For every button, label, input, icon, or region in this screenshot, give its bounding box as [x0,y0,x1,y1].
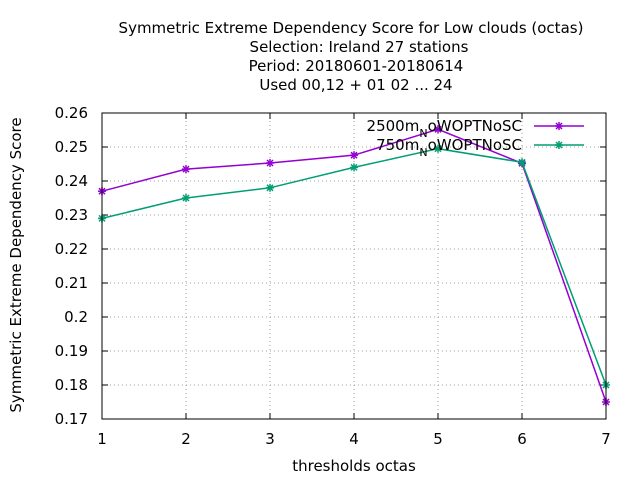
data-point [350,163,358,172]
title-line-4: Used 00,12 + 01 02 ... 24 [259,76,452,94]
legend-item-1: 2500mNoWOPTNoSC [367,117,584,140]
legend-marker [555,122,563,130]
axis-ticks: 1 2 3 4 5 6 7 0.17 0.18 0.19 0.2 0.21 0.22 0.23 0.24 0.… [55,104,611,448]
series-group [98,125,610,406]
x-tick-label: 7 [601,430,611,448]
series-2 [98,144,610,389]
x-tick-label: 4 [349,430,359,448]
y-tick-label: 0.2 [64,308,88,326]
y-tick-label: 0.22 [55,240,88,258]
y-tick-label: 0.23 [55,206,88,224]
y-axis-label: Symmetric Extreme Dependency Score [7,117,25,412]
title-line-3: Period: 20180601-20180614 [249,57,464,75]
title-line-1: Symmetric Extreme Dependency Score for L… [119,19,584,37]
legend-marker [555,141,563,149]
y-tick-label: 0.17 [55,410,88,428]
plot-frame [101,112,607,420]
data-point [434,144,442,153]
x-tick-label: 1 [97,430,107,448]
x-tick-label: 5 [433,430,443,448]
data-point [182,194,190,202]
chart-title: Symmetric Extreme Dependency Score for L… [119,19,584,94]
data-point [266,158,274,167]
data-point [350,151,358,160]
y-tick-label: 0.25 [55,138,88,156]
x-axis-label: thresholds octas [292,457,416,475]
data-point [182,165,190,174]
y-tick-label: 0.18 [55,376,88,394]
y-tick-label: 0.21 [55,274,88,292]
data-point [434,125,442,134]
data-point [266,183,274,192]
x-tick-label: 2 [181,430,191,448]
y-tick-label: 0.24 [55,172,88,190]
title-line-2: Selection: Ireland 27 stations [250,38,469,56]
y-tick-label: 0.26 [55,104,88,122]
legend-label: 750mNoWOPTNoSC [376,136,522,159]
legend-label: 2500mNoWOPTNoSC [367,117,522,140]
x-tick-label: 6 [517,430,527,448]
x-tick-label: 3 [265,430,275,448]
legend-item-2: 750mNoWOPTNoSC [376,136,584,159]
y-tick-label: 0.19 [55,342,88,360]
data-point [518,158,526,167]
grid [102,113,606,419]
